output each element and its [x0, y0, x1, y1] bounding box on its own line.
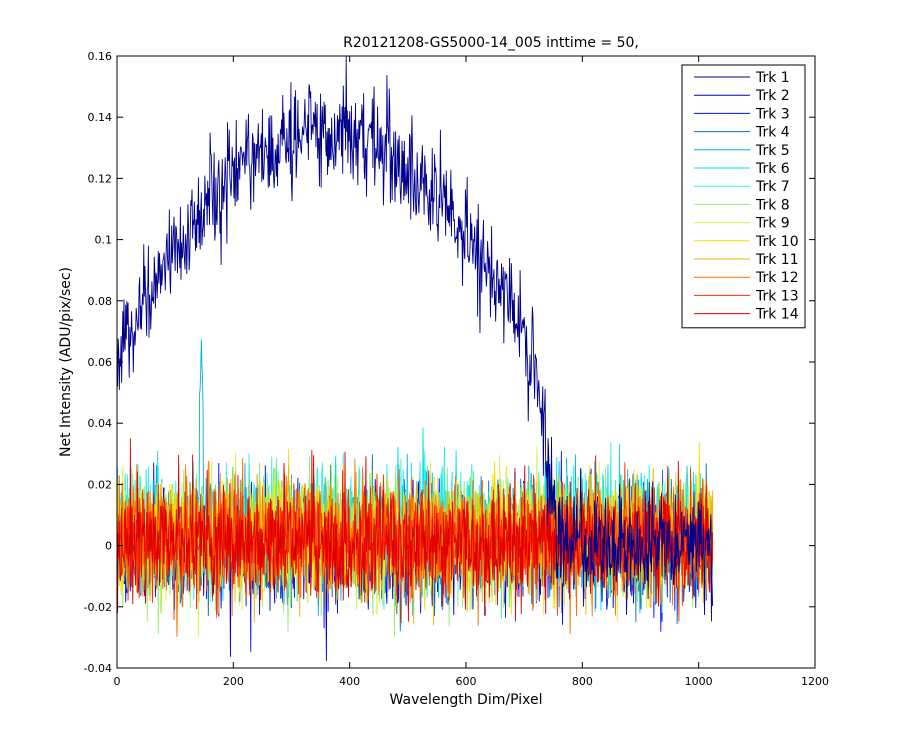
series-layer	[117, 55, 714, 662]
x-tick-label: 1200	[801, 675, 829, 688]
y-tick-label: 0.02	[88, 478, 113, 491]
x-tick-label: 600	[456, 675, 477, 688]
legend-entry-label: Trk 7	[755, 179, 790, 195]
y-tick-label: -0.04	[84, 662, 112, 675]
legend-entry-label: Trk 6	[755, 161, 790, 177]
legend-box	[681, 64, 806, 329]
y-axis: -0.04 -0.02 0 0.02 0.04 0.06 0.08 0.1 0.12 0.14 0.…	[84, 50, 815, 675]
x-tick-label: 0	[114, 675, 121, 688]
y-tick-label: 0.04	[88, 417, 113, 430]
y-tick-label: 0.06	[88, 356, 113, 369]
y-tick-label: 0.14	[88, 111, 113, 124]
x-axis: 0 200 400 600 800 1000 1200	[114, 56, 829, 688]
x-tick-label: 1000	[685, 675, 713, 688]
y-tick-label: -0.02	[84, 601, 112, 614]
y-axis-label: Net Intensity (ADU/pix/sec)	[58, 267, 74, 457]
legend-entry-label: Trk 1	[755, 70, 790, 86]
y-tick-label: 0	[105, 540, 112, 553]
legend-entry-label: Trk 2	[755, 88, 790, 104]
legend-entry-label: Trk 11	[755, 252, 799, 268]
legend-entry-label: Trk 3	[755, 106, 790, 122]
chart-title: R20121208-GS5000-14_005 inttime = 50,	[343, 35, 639, 51]
legend-entry-label: Trk 9	[755, 216, 790, 232]
legend-entry-label: Trk 10	[755, 234, 799, 250]
y-tick-label: 0.1	[95, 234, 113, 247]
series-line-trk-14	[117, 438, 714, 622]
legend-entry-label: Trk 14	[755, 307, 799, 323]
y-tick-label: 0.16	[88, 50, 113, 63]
y-tick-label: 0.08	[88, 295, 113, 308]
x-tick-label: 400	[339, 675, 360, 688]
x-tick-label: 800	[572, 675, 593, 688]
legend-entry-label: Trk 5	[755, 143, 790, 159]
x-tick-label: 200	[223, 675, 244, 688]
x-axis-label: Wavelength Dim/Pixel	[390, 692, 543, 708]
y-tick-label: 0.12	[88, 172, 113, 185]
legend-entry-label: Trk 4	[755, 125, 790, 141]
legend-entry-label: Trk 13	[755, 288, 799, 304]
legend-entry-label: Trk 12	[755, 270, 799, 286]
series-line-trk-1	[117, 55, 714, 615]
legend: Trk 1 Trk 2 Trk 3 Trk 4 Trk 5 Trk 6 Trk 7 Trk 8…	[681, 64, 806, 329]
legend-entry-label: Trk 8	[755, 197, 790, 213]
